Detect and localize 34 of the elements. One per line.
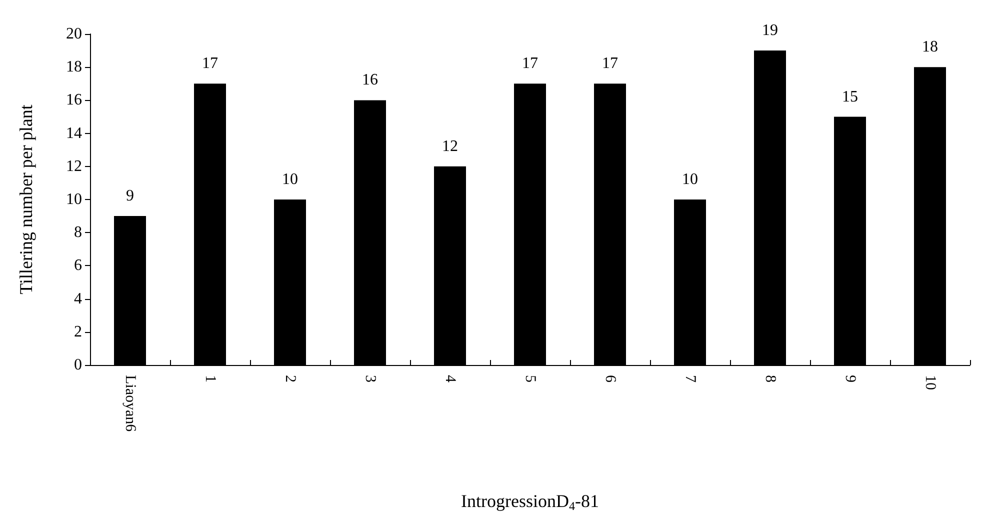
data-label: 19 bbox=[762, 22, 778, 40]
data-label: 17 bbox=[522, 55, 538, 72]
data-label: 17 bbox=[602, 55, 618, 72]
x-tick-label: 10 bbox=[922, 375, 938, 390]
data-label: 15 bbox=[842, 88, 858, 106]
y-tick-label: 6 bbox=[74, 257, 82, 274]
x-tick-label: 1 bbox=[202, 375, 218, 382]
data-label: 18 bbox=[922, 38, 938, 56]
y-tick-label: 18 bbox=[66, 58, 82, 76]
x-tick-label: 7 bbox=[682, 375, 698, 383]
data-label: 17 bbox=[202, 55, 218, 72]
data-label: 12 bbox=[442, 138, 458, 155]
y-tick-label: 14 bbox=[66, 124, 82, 142]
data-label: 10 bbox=[282, 171, 298, 188]
y-tick-label: 20 bbox=[66, 26, 82, 42]
y-tick-label: 2 bbox=[74, 323, 82, 340]
x-tick-label: 4 bbox=[442, 375, 458, 383]
x-tick-label: Liaoyan6 bbox=[122, 375, 138, 432]
y-tick-label: 0 bbox=[74, 356, 82, 374]
x-tick-label: 5 bbox=[522, 375, 538, 382]
x-tick-label: 3 bbox=[362, 375, 378, 382]
y-tick-label: 10 bbox=[66, 191, 82, 208]
y-tick-label: 4 bbox=[74, 290, 82, 308]
data-label: 10 bbox=[682, 171, 698, 188]
data-label: 9 bbox=[126, 188, 134, 205]
y-axis-title: Tillering number per plant bbox=[16, 104, 36, 294]
x-tick-label: 8 bbox=[762, 375, 778, 382]
x-tick-label: 9 bbox=[842, 375, 858, 382]
y-tick-label: 16 bbox=[66, 92, 82, 109]
y-tick-label: 12 bbox=[66, 158, 82, 175]
x-tick-label: 2 bbox=[282, 375, 298, 382]
x-tick-label: 6 bbox=[602, 375, 618, 383]
y-tick-label: 8 bbox=[74, 224, 82, 242]
data-label: 16 bbox=[362, 72, 378, 89]
